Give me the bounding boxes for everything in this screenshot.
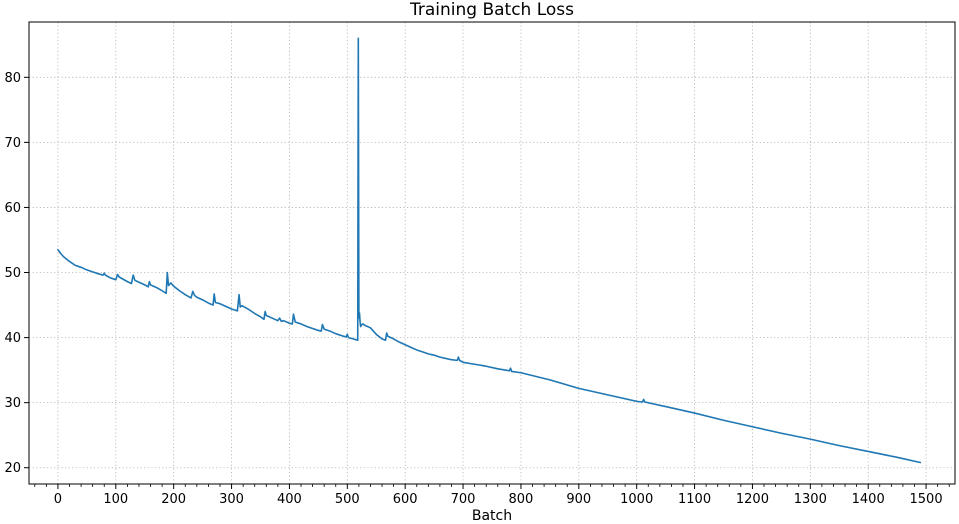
y-tick-label: 30 — [4, 396, 21, 411]
x-tick-label: 500 — [335, 492, 360, 507]
x-tick-label: 600 — [393, 492, 418, 507]
x-tick-label: 200 — [161, 492, 186, 507]
y-axis-ticks: 20 30 40 50 60 70 80 — [4, 71, 29, 476]
x-tick-label: 300 — [219, 492, 244, 507]
x-tick-label: 700 — [451, 492, 476, 507]
x-tick-label: 1300 — [794, 492, 827, 507]
x-tick-label: 1500 — [910, 492, 943, 507]
x-tick-label: 800 — [509, 492, 534, 507]
loss-series-line — [57, 37, 922, 464]
x-tick-label: 0 — [54, 492, 62, 507]
y-tick-label: 20 — [4, 461, 21, 476]
x-tick-label: 400 — [277, 492, 302, 507]
x-tick-label: 1000 — [620, 492, 653, 507]
y-tick-label: 60 — [4, 201, 21, 216]
x-tick-label: 1100 — [678, 492, 711, 507]
x-axis-title: Batch — [472, 508, 512, 524]
x-tick-label: 1400 — [852, 492, 885, 507]
chart-title: Training Batch Loss — [409, 0, 574, 20]
x-axis-ticks: 0 100 200 300 400 500 600 700 800 900 1000 1100 1200… — [54, 484, 943, 507]
gridlines — [29, 22, 955, 484]
plot-area-frame — [28, 21, 956, 485]
x-tick-label: 1200 — [736, 492, 769, 507]
x-tick-label: 900 — [566, 492, 591, 507]
x-tick-label: 100 — [103, 492, 128, 507]
series-lines — [57, 37, 922, 464]
y-tick-label: 50 — [4, 266, 21, 281]
y-tick-label: 80 — [4, 71, 21, 86]
y-tick-label: 70 — [4, 136, 21, 151]
y-tick-label: 40 — [4, 331, 21, 346]
